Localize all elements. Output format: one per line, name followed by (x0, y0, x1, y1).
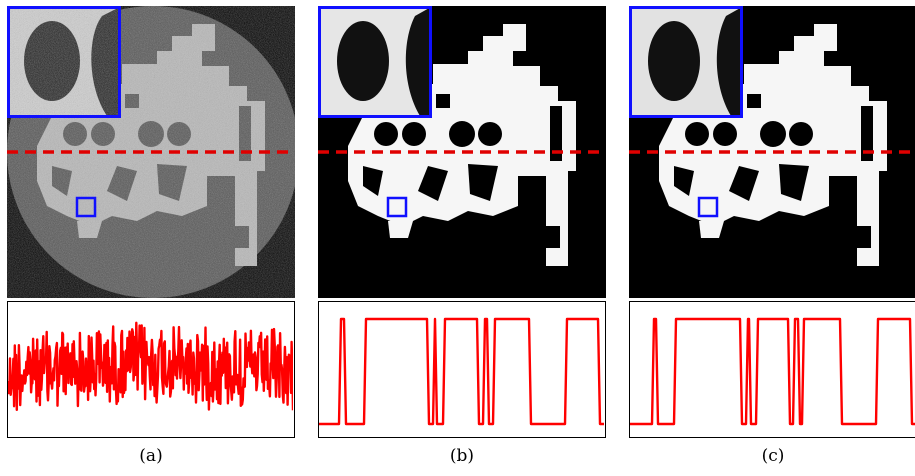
zoom-inset (629, 6, 743, 118)
profile-plot (7, 301, 295, 438)
caption-a: (a) (139, 446, 163, 466)
profile-line (630, 317, 915, 426)
denoised-image (318, 6, 606, 298)
roi-box (386, 196, 408, 218)
profile-line (8, 321, 293, 412)
roi-box (697, 196, 719, 218)
profile-plot (318, 301, 606, 438)
profile-line (319, 317, 604, 426)
caption-b: (b) (449, 446, 475, 466)
profile-plot (629, 301, 915, 438)
roi-box (75, 196, 97, 218)
zoom-inset (318, 6, 432, 118)
denoised-image (629, 6, 915, 298)
caption-c: (c) (761, 446, 785, 466)
zoom-inset (7, 6, 121, 118)
noisy-image (7, 6, 295, 298)
